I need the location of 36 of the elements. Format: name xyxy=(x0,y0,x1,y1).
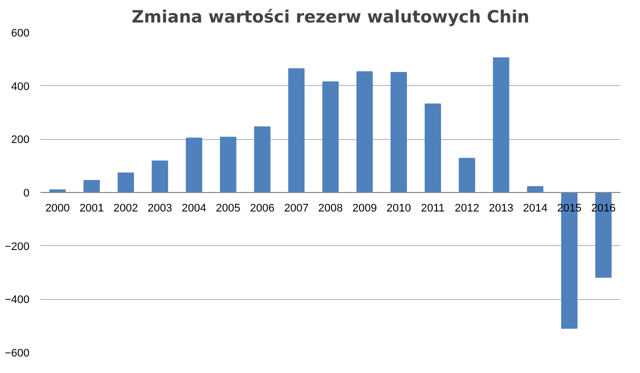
x-tick-label: 2014 xyxy=(522,202,548,214)
bar xyxy=(254,126,270,193)
x-tick-label: 2011 xyxy=(421,202,445,214)
y-tick-label: 200 xyxy=(11,134,30,146)
x-tick-label: 2010 xyxy=(386,202,411,214)
bar xyxy=(220,136,236,193)
x-tick-label: 2013 xyxy=(488,202,514,214)
bar xyxy=(118,172,134,193)
x-tick-label: 2005 xyxy=(216,202,240,214)
y-tick-label: 0 xyxy=(23,188,30,200)
x-tick-label: 2008 xyxy=(318,202,343,214)
y-tick-label: 400 xyxy=(11,80,30,93)
x-tick-label: 2006 xyxy=(250,202,275,214)
x-tick-label: 2003 xyxy=(148,202,172,214)
chart-title: Zmiana wartości rezerw walutowych Chin xyxy=(132,8,530,28)
y-tick-label: −200 xyxy=(4,240,30,253)
x-tick-label: 2000 xyxy=(45,202,70,214)
bar xyxy=(390,72,407,193)
x-tick-label: 2001 xyxy=(79,202,104,214)
x-tick-label: 2004 xyxy=(182,202,206,214)
bar xyxy=(356,71,373,193)
bar xyxy=(84,180,100,193)
bar xyxy=(424,103,442,193)
bar xyxy=(288,68,305,193)
bar xyxy=(458,158,476,193)
bar xyxy=(186,138,202,193)
x-tick-label: 2012 xyxy=(454,202,480,214)
y-tick-label: −400 xyxy=(4,294,30,306)
bar xyxy=(492,57,510,193)
y-tick-label: −600 xyxy=(4,348,30,360)
y-tick-label: 600 xyxy=(11,28,30,40)
bar xyxy=(322,81,339,193)
bar xyxy=(152,160,168,193)
x-tick-label: 2002 xyxy=(114,202,138,214)
x-tick-label: 2007 xyxy=(284,202,309,214)
x-tick-label: 2009 xyxy=(352,202,377,214)
